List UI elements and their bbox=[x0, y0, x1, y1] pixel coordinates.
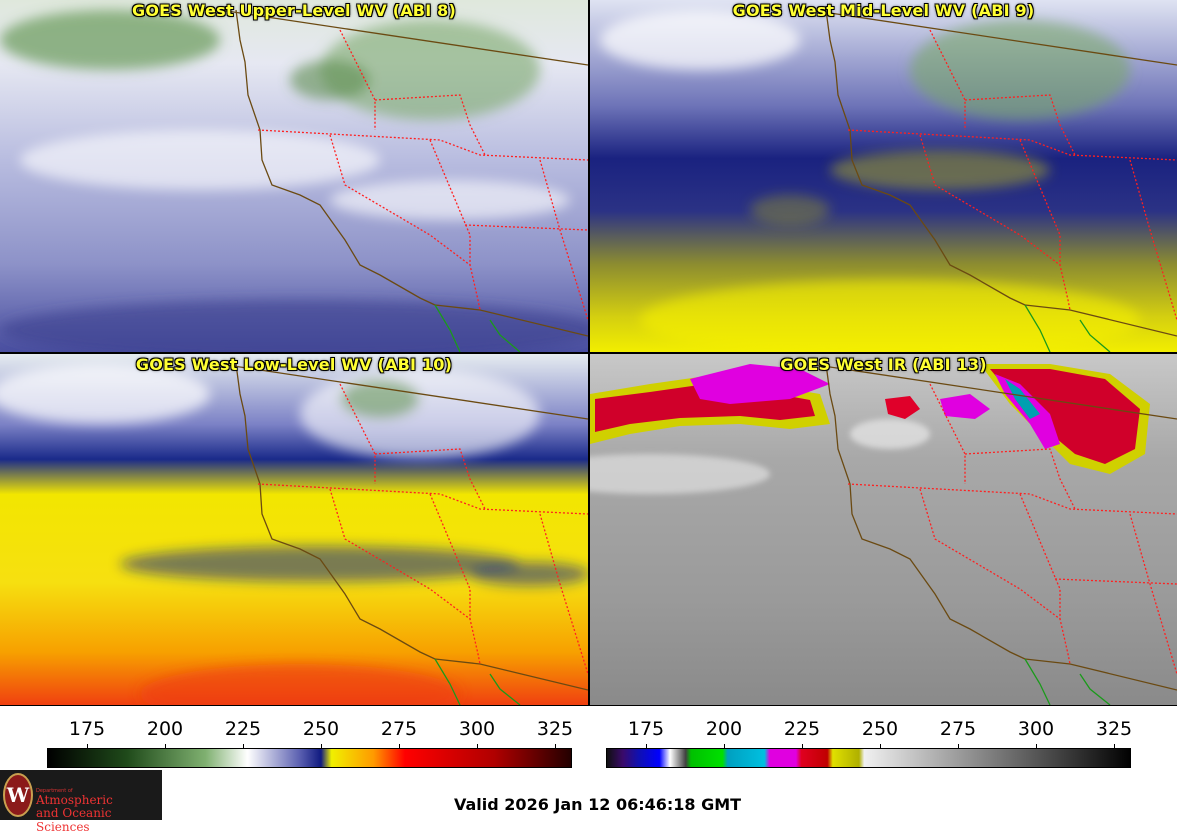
low-level-wv-panel: GOES West Low-Level WV (ABI 10) bbox=[0, 354, 588, 705]
ir-tick-mark bbox=[1036, 744, 1037, 750]
horizontal-divider bbox=[0, 352, 1177, 354]
low-level-wv-title: GOES West Low-Level WV (ABI 10) bbox=[135, 355, 453, 374]
logo-line-3: and Oceanic Sciences bbox=[36, 806, 112, 834]
wv-tick-label: 325 bbox=[536, 718, 574, 740]
bottom-edge bbox=[0, 705, 1177, 706]
ir-tick-label: 250 bbox=[861, 718, 899, 740]
wv-tick-label: 275 bbox=[380, 718, 418, 740]
ir-panel: GOES West IR (ABI 13) bbox=[590, 354, 1177, 705]
aos-logo[interactable]: W Department of Atmospheric and Oceanic … bbox=[0, 770, 162, 834]
wv-tick-label: 225 bbox=[224, 718, 262, 740]
ir-tick-mark bbox=[958, 744, 959, 750]
valid-time: Valid 2026 Jan 12 06:46:18 GMT bbox=[454, 795, 742, 814]
wv-tick-label: 200 bbox=[146, 718, 184, 740]
ir-tick-label: 200 bbox=[705, 718, 743, 740]
wv-tick-mark bbox=[321, 744, 322, 750]
ir-tick-label: 275 bbox=[939, 718, 977, 740]
ir-tick-mark bbox=[646, 744, 647, 750]
ir-tick-mark bbox=[880, 744, 881, 750]
wv-tick-mark bbox=[477, 744, 478, 750]
upper-level-wv-image bbox=[0, 0, 588, 352]
mid-level-wv-title: GOES West Mid-Level WV (ABI 9) bbox=[732, 1, 1035, 20]
wv-tick-mark bbox=[87, 744, 88, 750]
mid-level-wv-image bbox=[590, 0, 1177, 352]
logo-line-1: Department of bbox=[36, 788, 73, 794]
university-seal-icon: W bbox=[3, 773, 33, 817]
ir-colorbar bbox=[606, 748, 1131, 768]
wv-tick-mark bbox=[399, 744, 400, 750]
ir-tick-label: 175 bbox=[627, 718, 665, 740]
wv-colorbar bbox=[47, 748, 572, 768]
ir-tick-label: 225 bbox=[783, 718, 821, 740]
ir-tick-mark bbox=[802, 744, 803, 750]
wv-tick-label: 300 bbox=[458, 718, 496, 740]
mid-level-wv-panel: GOES West Mid-Level WV (ABI 9) bbox=[590, 0, 1177, 352]
wv-tick-label: 250 bbox=[302, 718, 340, 740]
wv-tick-mark bbox=[555, 744, 556, 750]
ir-tick-label: 325 bbox=[1095, 718, 1133, 740]
ir-image bbox=[590, 354, 1177, 705]
wv-tick-mark bbox=[243, 744, 244, 750]
wv-tick-label: 175 bbox=[68, 718, 106, 740]
ir-title: GOES West IR (ABI 13) bbox=[780, 355, 987, 374]
low-level-wv-image bbox=[0, 354, 588, 705]
ir-tick-mark bbox=[724, 744, 725, 750]
wv-tick-mark bbox=[165, 744, 166, 750]
ir-tick-mark bbox=[1114, 744, 1115, 750]
ir-tick-label: 300 bbox=[1017, 718, 1055, 740]
logo-line-2: Atmospheric bbox=[36, 793, 113, 807]
upper-level-wv-panel: GOES West Upper-Level WV (ABI 8) bbox=[0, 0, 588, 352]
ir-colorbar-ticks: 175 200 225 250 275 300 325 bbox=[606, 714, 1133, 744]
upper-level-wv-title: GOES West Upper-Level WV (ABI 8) bbox=[132, 1, 456, 20]
wv-colorbar-ticks: 175 200 225 250 275 300 325 bbox=[47, 714, 574, 744]
